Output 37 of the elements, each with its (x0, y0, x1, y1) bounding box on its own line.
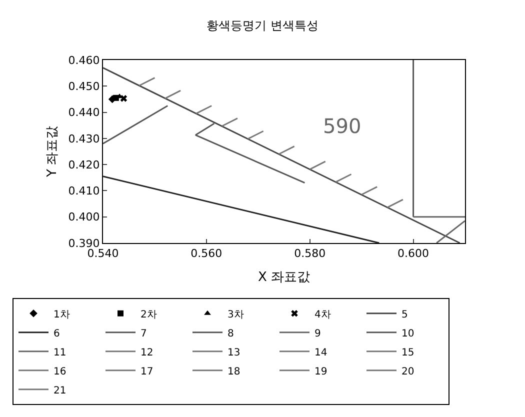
legend-label: 20 (402, 366, 414, 378)
legend-label: 7 (140, 328, 147, 340)
x-tick-label: 0.580 (294, 247, 326, 260)
x-tick-label: 0.560 (190, 247, 222, 260)
legend-label: 19 (314, 366, 328, 378)
y-tick-label: 0.410 (68, 184, 100, 198)
legend-label: 4차 (314, 309, 331, 320)
legend-label: 21 (54, 385, 66, 396)
annotation: 590 (323, 114, 362, 138)
legend-label: 5 (402, 309, 408, 320)
y-tick-label: 0.450 (68, 80, 100, 93)
y-tick-label: 0.390 (68, 236, 100, 250)
legend-label: 2차 (140, 309, 157, 320)
legend-label: 6 (54, 328, 60, 340)
y-tick-label: 0.460 (68, 54, 100, 67)
legend-label: 9 (314, 328, 321, 340)
y-tick-label: 0.420 (68, 158, 100, 172)
y-tick-label: 0.430 (68, 132, 100, 146)
x-axis-title: X 좌표값 (258, 270, 310, 285)
legend-label: 15 (402, 347, 414, 358)
legend-label: 12 (140, 347, 154, 358)
legend-label: 10 (402, 328, 414, 340)
x-tick-label: 0.600 (398, 247, 430, 260)
x-tick-label: 0.540 (87, 247, 119, 260)
legend-label: 8 (228, 328, 234, 340)
y-axis-title: Y 좌표값 (45, 126, 60, 178)
legend-label: 18 (228, 366, 240, 378)
legend-label: 1차 (54, 309, 70, 320)
legend-label: 13 (228, 347, 240, 358)
chart-title: 황색등명기 변색특성 (206, 18, 318, 32)
legend-label: 17 (140, 366, 154, 378)
legend-label: 3차 (228, 309, 244, 320)
legend-label: 14 (314, 347, 328, 358)
y-tick-label: 0.400 (68, 210, 100, 224)
y-tick-label: 0.440 (68, 106, 100, 120)
legend-label: 16 (54, 366, 66, 378)
legend-label: 11 (54, 347, 66, 358)
